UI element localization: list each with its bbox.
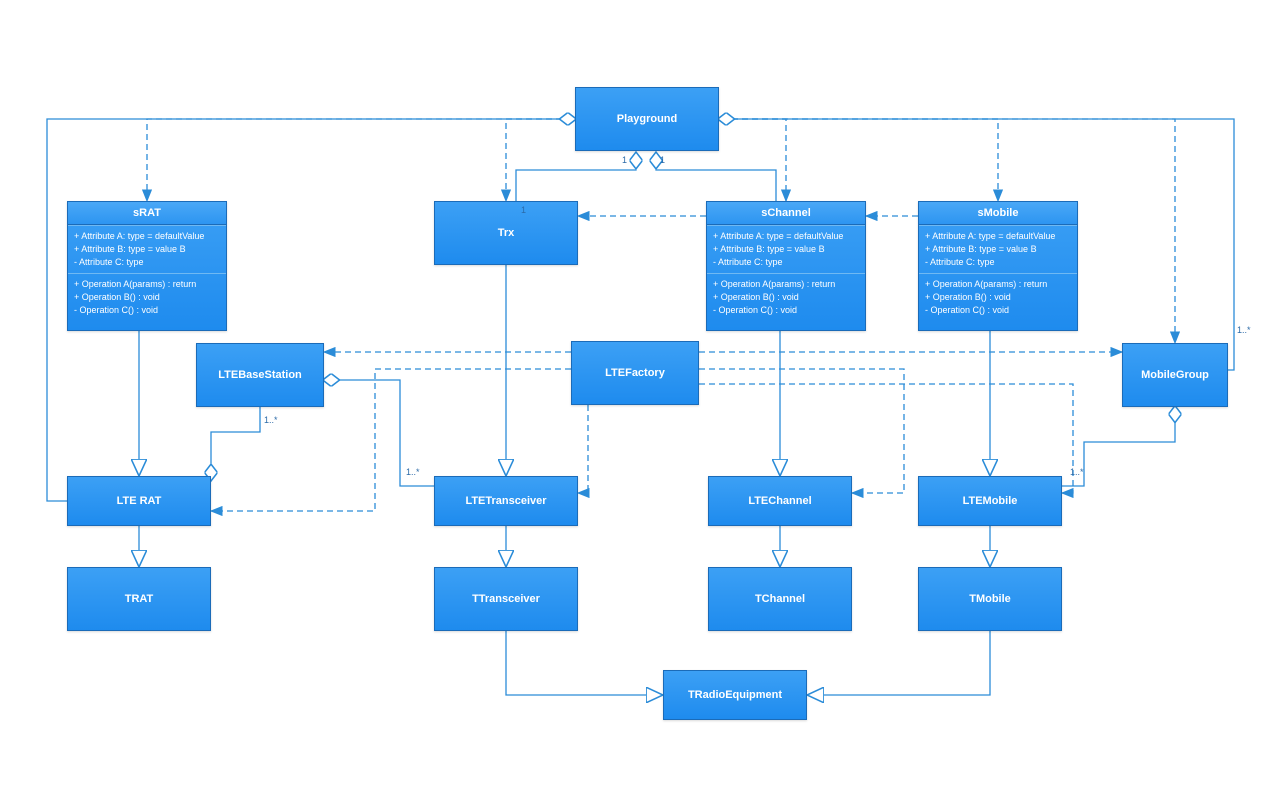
attribute-line: - Attribute C: type <box>925 256 1071 269</box>
edge-tmob-tradio <box>807 631 990 695</box>
edge-lbs-lrat <box>211 407 260 481</box>
operation-line: + Operation A(params) : return <box>74 278 220 291</box>
class-title: sChannel <box>707 202 865 225</box>
class-title: TTransceiver <box>470 588 542 610</box>
multiplicity: 1 <box>521 205 526 215</box>
attribute-line: + Attribute B: type = value B <box>925 243 1071 256</box>
attribute-line: + Attribute B: type = value B <box>713 243 859 256</box>
class-title: TChannel <box>753 588 807 610</box>
operation-line: + Operation B() : void <box>713 291 859 304</box>
edge-schan-pg <box>656 152 776 201</box>
class-title: LTETransceiver <box>463 490 548 512</box>
class-ltefactory: LTEFactory <box>571 341 699 405</box>
multiplicity: 1 <box>660 155 665 165</box>
class-title: LTEChannel <box>746 490 813 512</box>
operation-line: - Operation C() : void <box>925 304 1071 317</box>
class-title: LTEBaseStation <box>216 364 304 386</box>
attribute-line: - Attribute C: type <box>74 256 220 269</box>
class-mobilegroup: MobileGroup <box>1122 343 1228 407</box>
edge-ttrx-tradio <box>506 631 663 695</box>
class-lterat: LTE RAT <box>67 476 211 526</box>
edge-pg-trx <box>506 119 582 201</box>
attributes: + Attribute A: type = defaultValue+ Attr… <box>707 225 865 273</box>
operation-line: + Operation A(params) : return <box>713 278 859 291</box>
diagram-canvas: PlaygroundsRAT+ Attribute A: type = defa… <box>0 0 1269 799</box>
class-ltechannel: LTEChannel <box>708 476 852 526</box>
operations: + Operation A(params) : return+ Operatio… <box>68 273 226 321</box>
edge-trx-pg <box>516 152 636 201</box>
multiplicity: 1..* <box>264 415 278 425</box>
operation-line: - Operation C() : void <box>713 304 859 317</box>
edge-lf-lchan <box>699 369 904 493</box>
class-title: Trx <box>496 222 517 244</box>
class-srat: sRAT+ Attribute A: type = defaultValue+ … <box>67 201 227 331</box>
multiplicity: 1..* <box>406 467 420 477</box>
class-schannel: sChannel+ Attribute A: type = defaultVal… <box>706 201 866 331</box>
edge-lf-ltrx <box>578 405 588 493</box>
attributes: + Attribute A: type = defaultValue+ Attr… <box>68 225 226 273</box>
operation-line: - Operation C() : void <box>74 304 220 317</box>
class-tmobile: TMobile <box>918 567 1062 631</box>
class-trat: TRAT <box>67 567 211 631</box>
class-title: TMobile <box>967 588 1013 610</box>
attribute-line: + Attribute A: type = defaultValue <box>713 230 859 243</box>
class-title: TRadioEquipment <box>686 684 784 706</box>
attribute-line: + Attribute A: type = defaultValue <box>925 230 1071 243</box>
multiplicity: 1..* <box>1070 467 1084 477</box>
class-title: LTEFactory <box>603 362 667 384</box>
class-tradioequipment: TRadioEquipment <box>663 670 807 720</box>
attribute-line: + Attribute B: type = value B <box>74 243 220 256</box>
operation-line: + Operation B() : void <box>925 291 1071 304</box>
multiplicity: 1..* <box>1237 325 1251 335</box>
operation-line: + Operation A(params) : return <box>925 278 1071 291</box>
class-title: sMobile <box>919 202 1077 225</box>
attributes: + Attribute A: type = defaultValue+ Attr… <box>919 225 1077 273</box>
class-trx: Trx <box>434 201 578 265</box>
class-title: LTE RAT <box>115 490 164 512</box>
edge-pg-smob <box>712 119 998 201</box>
multiplicity: 1 <box>622 155 627 165</box>
operation-line: + Operation B() : void <box>74 291 220 304</box>
class-tchannel: TChannel <box>708 567 852 631</box>
class-title: LTEMobile <box>961 490 1020 512</box>
class-smobile: sMobile+ Attribute A: type = defaultValu… <box>918 201 1078 331</box>
edge-pg-srat <box>147 119 582 201</box>
class-ttransceiver: TTransceiver <box>434 567 578 631</box>
edge-pg-schan <box>712 119 786 201</box>
class-playground: Playground <box>575 87 719 151</box>
class-ltebasestation: LTEBaseStation <box>196 343 324 407</box>
class-title: Playground <box>615 108 680 130</box>
class-ltemobile: LTEMobile <box>918 476 1062 526</box>
class-title: TRAT <box>123 588 156 610</box>
operations: + Operation A(params) : return+ Operatio… <box>707 273 865 321</box>
attribute-line: + Attribute A: type = defaultValue <box>74 230 220 243</box>
class-ltetransceiver: LTETransceiver <box>434 476 578 526</box>
class-title: sRAT <box>68 202 226 225</box>
operations: + Operation A(params) : return+ Operatio… <box>919 273 1077 321</box>
attribute-line: - Attribute C: type <box>713 256 859 269</box>
class-title: MobileGroup <box>1139 364 1211 386</box>
